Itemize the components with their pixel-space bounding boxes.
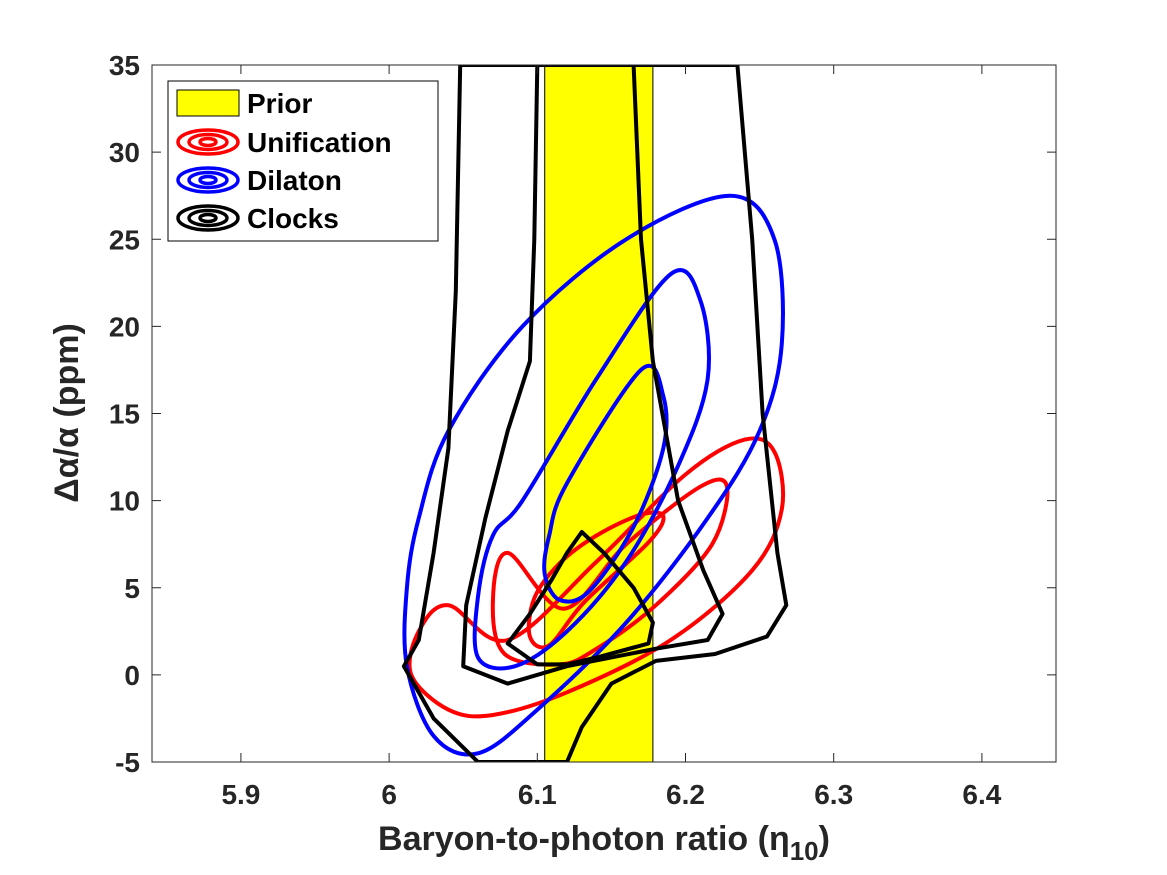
y-axis-label: Δα/α (ppm) xyxy=(48,323,86,503)
y-tick-label: 20 xyxy=(109,311,140,342)
y-tick-label: 35 xyxy=(109,50,140,81)
y-tick-label: 15 xyxy=(109,399,140,430)
x-tick-label: 6 xyxy=(381,779,397,810)
y-tick-label: 0 xyxy=(124,660,140,691)
legend-swatch-unification xyxy=(176,128,240,156)
x-tick-label: 5.9 xyxy=(221,779,260,810)
legend-swatch-prior xyxy=(176,89,240,117)
y-tick-label: 30 xyxy=(109,137,140,168)
x-tick-label: 6.2 xyxy=(666,779,705,810)
dilaton-contour-1 xyxy=(542,364,669,604)
clocks-contour-3 xyxy=(401,65,789,762)
clocks-contour-2 xyxy=(461,65,725,686)
legend-swatch-dilaton xyxy=(176,166,240,194)
legend-label-prior: Prior xyxy=(247,88,312,119)
clocks-contour-1 xyxy=(505,530,655,667)
legend-label-clocks: Clocks xyxy=(247,203,339,234)
y-tick-label: 10 xyxy=(109,486,140,517)
x-tick-label: 6.1 xyxy=(518,779,557,810)
y-tick-label: 5 xyxy=(124,573,140,604)
y-tick-label: 25 xyxy=(109,224,140,255)
legend-swatch-clocks xyxy=(176,204,240,232)
x-tick-label: 6.3 xyxy=(814,779,853,810)
unification-contour-1 xyxy=(526,510,666,650)
y-tick-label: -5 xyxy=(115,747,140,778)
x-tick-label: 6.4 xyxy=(962,779,1001,810)
x-axis-label: Baryon-to-photon ratio (η10) xyxy=(378,820,830,866)
legend-label-unification: Unification xyxy=(247,127,392,158)
legend-label-dilaton: Dilaton xyxy=(247,165,342,196)
